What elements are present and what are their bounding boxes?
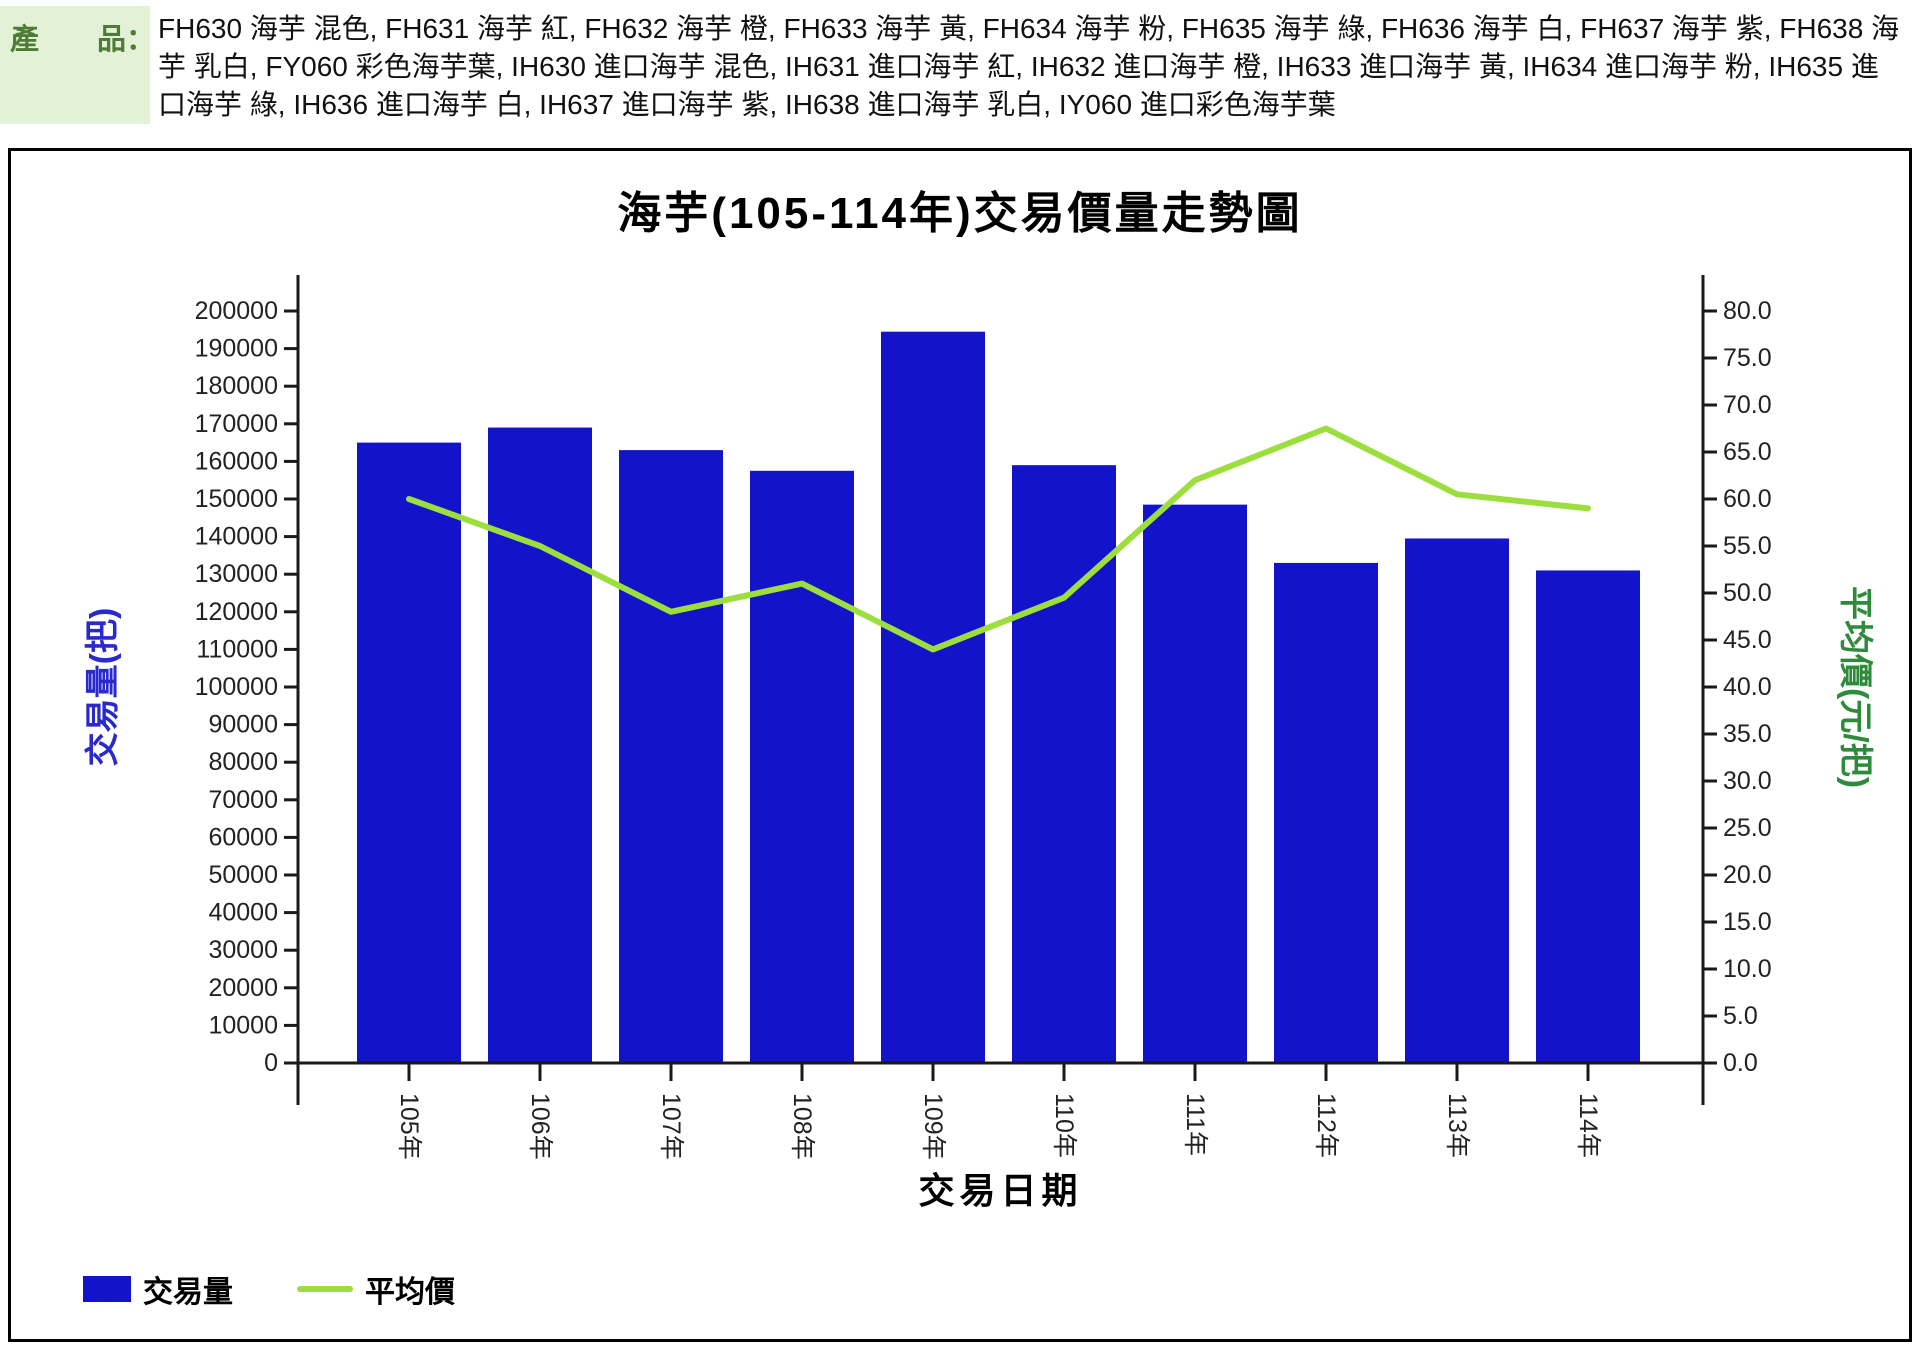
svg-text:75.0: 75.0 bbox=[1723, 344, 1772, 372]
svg-text:107年: 107年 bbox=[657, 1093, 685, 1160]
price-volume-chart: 0 10000 20000 30000 40000 50000 60000 70000 8000… bbox=[83, 275, 1874, 1211]
product-list-text: FH630 海芋 混色, FH631 海芋 紅, FH632 海芋 橙, FH6… bbox=[158, 13, 1900, 120]
bar-113年 bbox=[1405, 538, 1509, 1063]
svg-text:50.0: 50.0 bbox=[1723, 579, 1772, 607]
bar-105年 bbox=[357, 442, 461, 1064]
bar-112年 bbox=[1274, 562, 1378, 1063]
svg-text:100000: 100000 bbox=[195, 673, 278, 701]
svg-text:150000: 150000 bbox=[195, 485, 278, 513]
svg-text:200000: 200000 bbox=[195, 297, 278, 325]
right-axis-ticks: 0.0 5.0 10.0 15.0 20.0 25.0 30.0 35.0 40.0 45.0 50… bbox=[1703, 297, 1772, 1077]
svg-text:110年: 110年 bbox=[1050, 1093, 1078, 1158]
svg-text:90000: 90000 bbox=[208, 711, 278, 739]
svg-text:65.0: 65.0 bbox=[1723, 438, 1772, 466]
svg-text:0.0: 0.0 bbox=[1723, 1049, 1758, 1077]
bar-110年 bbox=[1012, 465, 1116, 1063]
bar-109年 bbox=[881, 331, 985, 1063]
volume-legend-label: 交易量 bbox=[143, 1276, 233, 1309]
price-legend-swatch bbox=[297, 1286, 353, 1292]
product-header-box: 產 品： bbox=[0, 6, 156, 124]
svg-text:111年: 111年 bbox=[1181, 1093, 1209, 1156]
svg-text:112年: 112年 bbox=[1312, 1093, 1340, 1158]
left-axis-ticks: 0 10000 20000 30000 40000 50000 60000 70000 8000… bbox=[195, 297, 298, 1077]
chart-legend: 交易量 平均價 bbox=[83, 1267, 455, 1311]
svg-text:113年: 113年 bbox=[1443, 1093, 1471, 1158]
svg-text:190000: 190000 bbox=[195, 335, 278, 363]
svg-text:114年: 114年 bbox=[1574, 1093, 1602, 1158]
svg-text:120000: 120000 bbox=[195, 598, 278, 626]
svg-text:110000: 110000 bbox=[196, 635, 278, 663]
svg-text:30.0: 30.0 bbox=[1723, 767, 1772, 795]
volume-bars bbox=[357, 331, 1640, 1064]
x-axis-title: 交易日期 bbox=[918, 1170, 1082, 1211]
x-axis-ticks: 105年 106年 107年 108年 109年 110年 111年 112年 113年 114年 bbox=[395, 1063, 1602, 1160]
svg-text:80000: 80000 bbox=[208, 748, 278, 776]
bar-107年 bbox=[619, 450, 723, 1063]
chart-frame: 海芋(105-114年)交易價量走勢圖 0 10000 20000 30000 4000… bbox=[8, 148, 1912, 1342]
svg-text:0: 0 bbox=[264, 1049, 278, 1077]
right-axis-title: 平均價(元/把) bbox=[1836, 586, 1874, 788]
svg-text:70000: 70000 bbox=[208, 786, 278, 814]
svg-text:15.0: 15.0 bbox=[1723, 908, 1772, 936]
svg-text:45.0: 45.0 bbox=[1723, 626, 1772, 654]
svg-text:130000: 130000 bbox=[195, 560, 278, 588]
svg-text:40000: 40000 bbox=[208, 899, 278, 927]
volume-legend-swatch bbox=[83, 1276, 131, 1302]
svg-text:80.0: 80.0 bbox=[1723, 297, 1772, 325]
price-line bbox=[406, 425, 1591, 653]
chart-title: 海芋(105-114年)交易價量走勢圖 bbox=[617, 189, 1303, 238]
svg-text:170000: 170000 bbox=[195, 410, 278, 438]
left-axis-title: 交易量(把) bbox=[83, 608, 122, 767]
svg-text:50000: 50000 bbox=[208, 861, 278, 889]
svg-text:55.0: 55.0 bbox=[1723, 532, 1772, 560]
bar-106年 bbox=[488, 427, 592, 1063]
svg-text:108年: 108年 bbox=[788, 1093, 816, 1160]
bar-111年 bbox=[1143, 504, 1247, 1063]
product-header-label: 產 品： bbox=[10, 24, 156, 56]
svg-text:106年: 106年 bbox=[526, 1093, 554, 1160]
svg-text:60000: 60000 bbox=[208, 823, 278, 851]
svg-text:30000: 30000 bbox=[208, 936, 278, 964]
svg-text:25.0: 25.0 bbox=[1723, 814, 1772, 842]
svg-text:160000: 160000 bbox=[195, 447, 278, 475]
bar-108年 bbox=[750, 470, 854, 1063]
svg-text:180000: 180000 bbox=[195, 372, 278, 400]
svg-text:20000: 20000 bbox=[208, 974, 278, 1002]
svg-text:35.0: 35.0 bbox=[1723, 720, 1772, 748]
svg-text:5.0: 5.0 bbox=[1723, 1002, 1758, 1030]
price-legend-label: 平均價 bbox=[365, 1276, 455, 1309]
svg-text:105年: 105年 bbox=[395, 1093, 423, 1160]
svg-text:10000: 10000 bbox=[208, 1011, 278, 1039]
svg-text:60.0: 60.0 bbox=[1723, 485, 1772, 513]
svg-text:70.0: 70.0 bbox=[1723, 391, 1772, 419]
svg-text:40.0: 40.0 bbox=[1723, 673, 1772, 701]
axes bbox=[296, 275, 1717, 1105]
svg-text:109年: 109年 bbox=[919, 1093, 947, 1160]
bar-114年 bbox=[1536, 570, 1640, 1063]
svg-text:10.0: 10.0 bbox=[1723, 955, 1772, 983]
svg-text:20.0: 20.0 bbox=[1723, 861, 1772, 889]
svg-text:140000: 140000 bbox=[195, 523, 278, 551]
